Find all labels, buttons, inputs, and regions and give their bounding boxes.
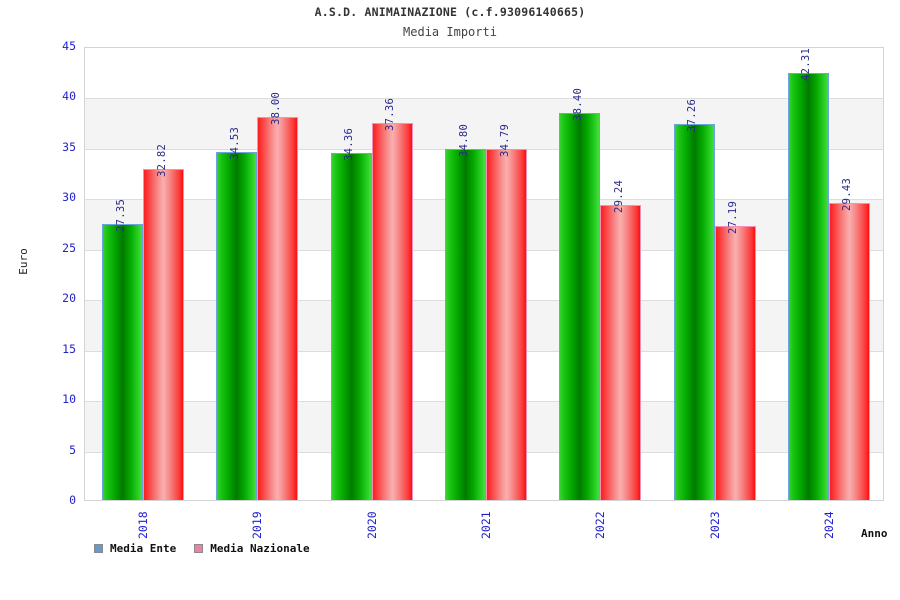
y-axis-tick-label: 35 — [62, 139, 76, 154]
bar-value-label: 34.36 — [343, 128, 356, 162]
bar-media-ente-2022 — [559, 112, 601, 500]
bar-media-ente-2021 — [445, 148, 486, 500]
y-axis-ticks: 0 5 10 15 20 25 30 35 40 45 — [34, 0, 76, 600]
chart-subtitle: Media Importi — [403, 25, 497, 39]
legend-item-media-ente[interactable]: Media Ente — [94, 542, 176, 555]
bar-value-label: 34.80 — [457, 123, 470, 157]
x-axis-tick-label: 2022 — [593, 511, 608, 539]
chart-legend: Media Ente Media Nazionale — [94, 542, 310, 555]
bar-value-label: 37.36 — [384, 97, 397, 132]
bar-media-ente-2020 — [330, 153, 372, 500]
bar-media-ente-2019 — [216, 151, 258, 500]
y-axis-tick-label: 25 — [62, 240, 76, 255]
bar-value-label: 29.43 — [841, 177, 854, 212]
y-axis-tick-label: 15 — [62, 341, 76, 356]
x-axis-tick-label: 2021 — [479, 511, 493, 539]
chart-title: A.S.D. ANIMAINAZIONE (c.f.93096140665) — [314, 5, 586, 19]
legend-swatch-icon — [194, 544, 204, 553]
legend-label: Media Ente — [110, 542, 177, 555]
bar-value-label: 37.26 — [686, 98, 699, 133]
bar-media-nazionale-2018 — [143, 168, 185, 500]
bar-media-nazionale-2021 — [486, 149, 527, 500]
bar-media-nazionale-2020 — [371, 123, 413, 500]
bar-media-nazionale-2023 — [714, 225, 756, 500]
bar-value-label: 38.00 — [269, 91, 282, 125]
bar-value-label: 34.79 — [498, 123, 511, 157]
bar-value-label: 29.24 — [612, 179, 625, 213]
x-axis-tick-label: 2018 — [136, 511, 151, 539]
plot-area — [84, 47, 884, 501]
plot-band — [85, 98, 883, 149]
y-axis-label: Euro — [16, 248, 30, 275]
legend-item-media-nazionale[interactable]: Media Nazionale — [194, 542, 310, 555]
bar-value-label: 27.35 — [114, 198, 127, 233]
y-axis-tick-label: 40 — [62, 89, 76, 104]
y-axis-tick-label: 10 — [62, 392, 76, 407]
x-axis-tick-label: 2024 — [821, 511, 836, 539]
y-axis-tick-label: 30 — [62, 190, 76, 205]
bar-media-ente-2024 — [787, 73, 829, 500]
bar-value-label: 34.53 — [228, 126, 241, 160]
y-axis-tick-label: 0 — [69, 493, 76, 507]
bar-media-nazionale-2022 — [600, 205, 642, 500]
x-axis-tick-label: 2020 — [364, 511, 379, 539]
bar-value-label: 32.82 — [155, 143, 168, 177]
x-axis-tick-label: 2023 — [707, 511, 722, 539]
y-axis-tick-label: 5 — [69, 442, 76, 457]
bar-media-nazionale-2019 — [257, 116, 299, 500]
bar-media-ente-2018 — [102, 224, 144, 500]
y-axis-tick-label: 45 — [62, 39, 76, 53]
bar-value-label: 38.40 — [571, 87, 584, 121]
legend-swatch-icon — [94, 544, 103, 553]
gridline — [85, 98, 883, 100]
legend-label: Media Nazionale — [210, 542, 310, 555]
bar-value-label: 42.31 — [800, 48, 813, 82]
bar-media-nazionale-2024 — [828, 203, 870, 500]
bar-media-ente-2023 — [673, 124, 715, 500]
y-axis-tick-label: 20 — [62, 291, 76, 306]
x-axis-label: Anno — [861, 527, 888, 540]
x-axis-tick-label: 2019 — [250, 511, 265, 539]
bar-value-label: 27.19 — [727, 200, 740, 234]
